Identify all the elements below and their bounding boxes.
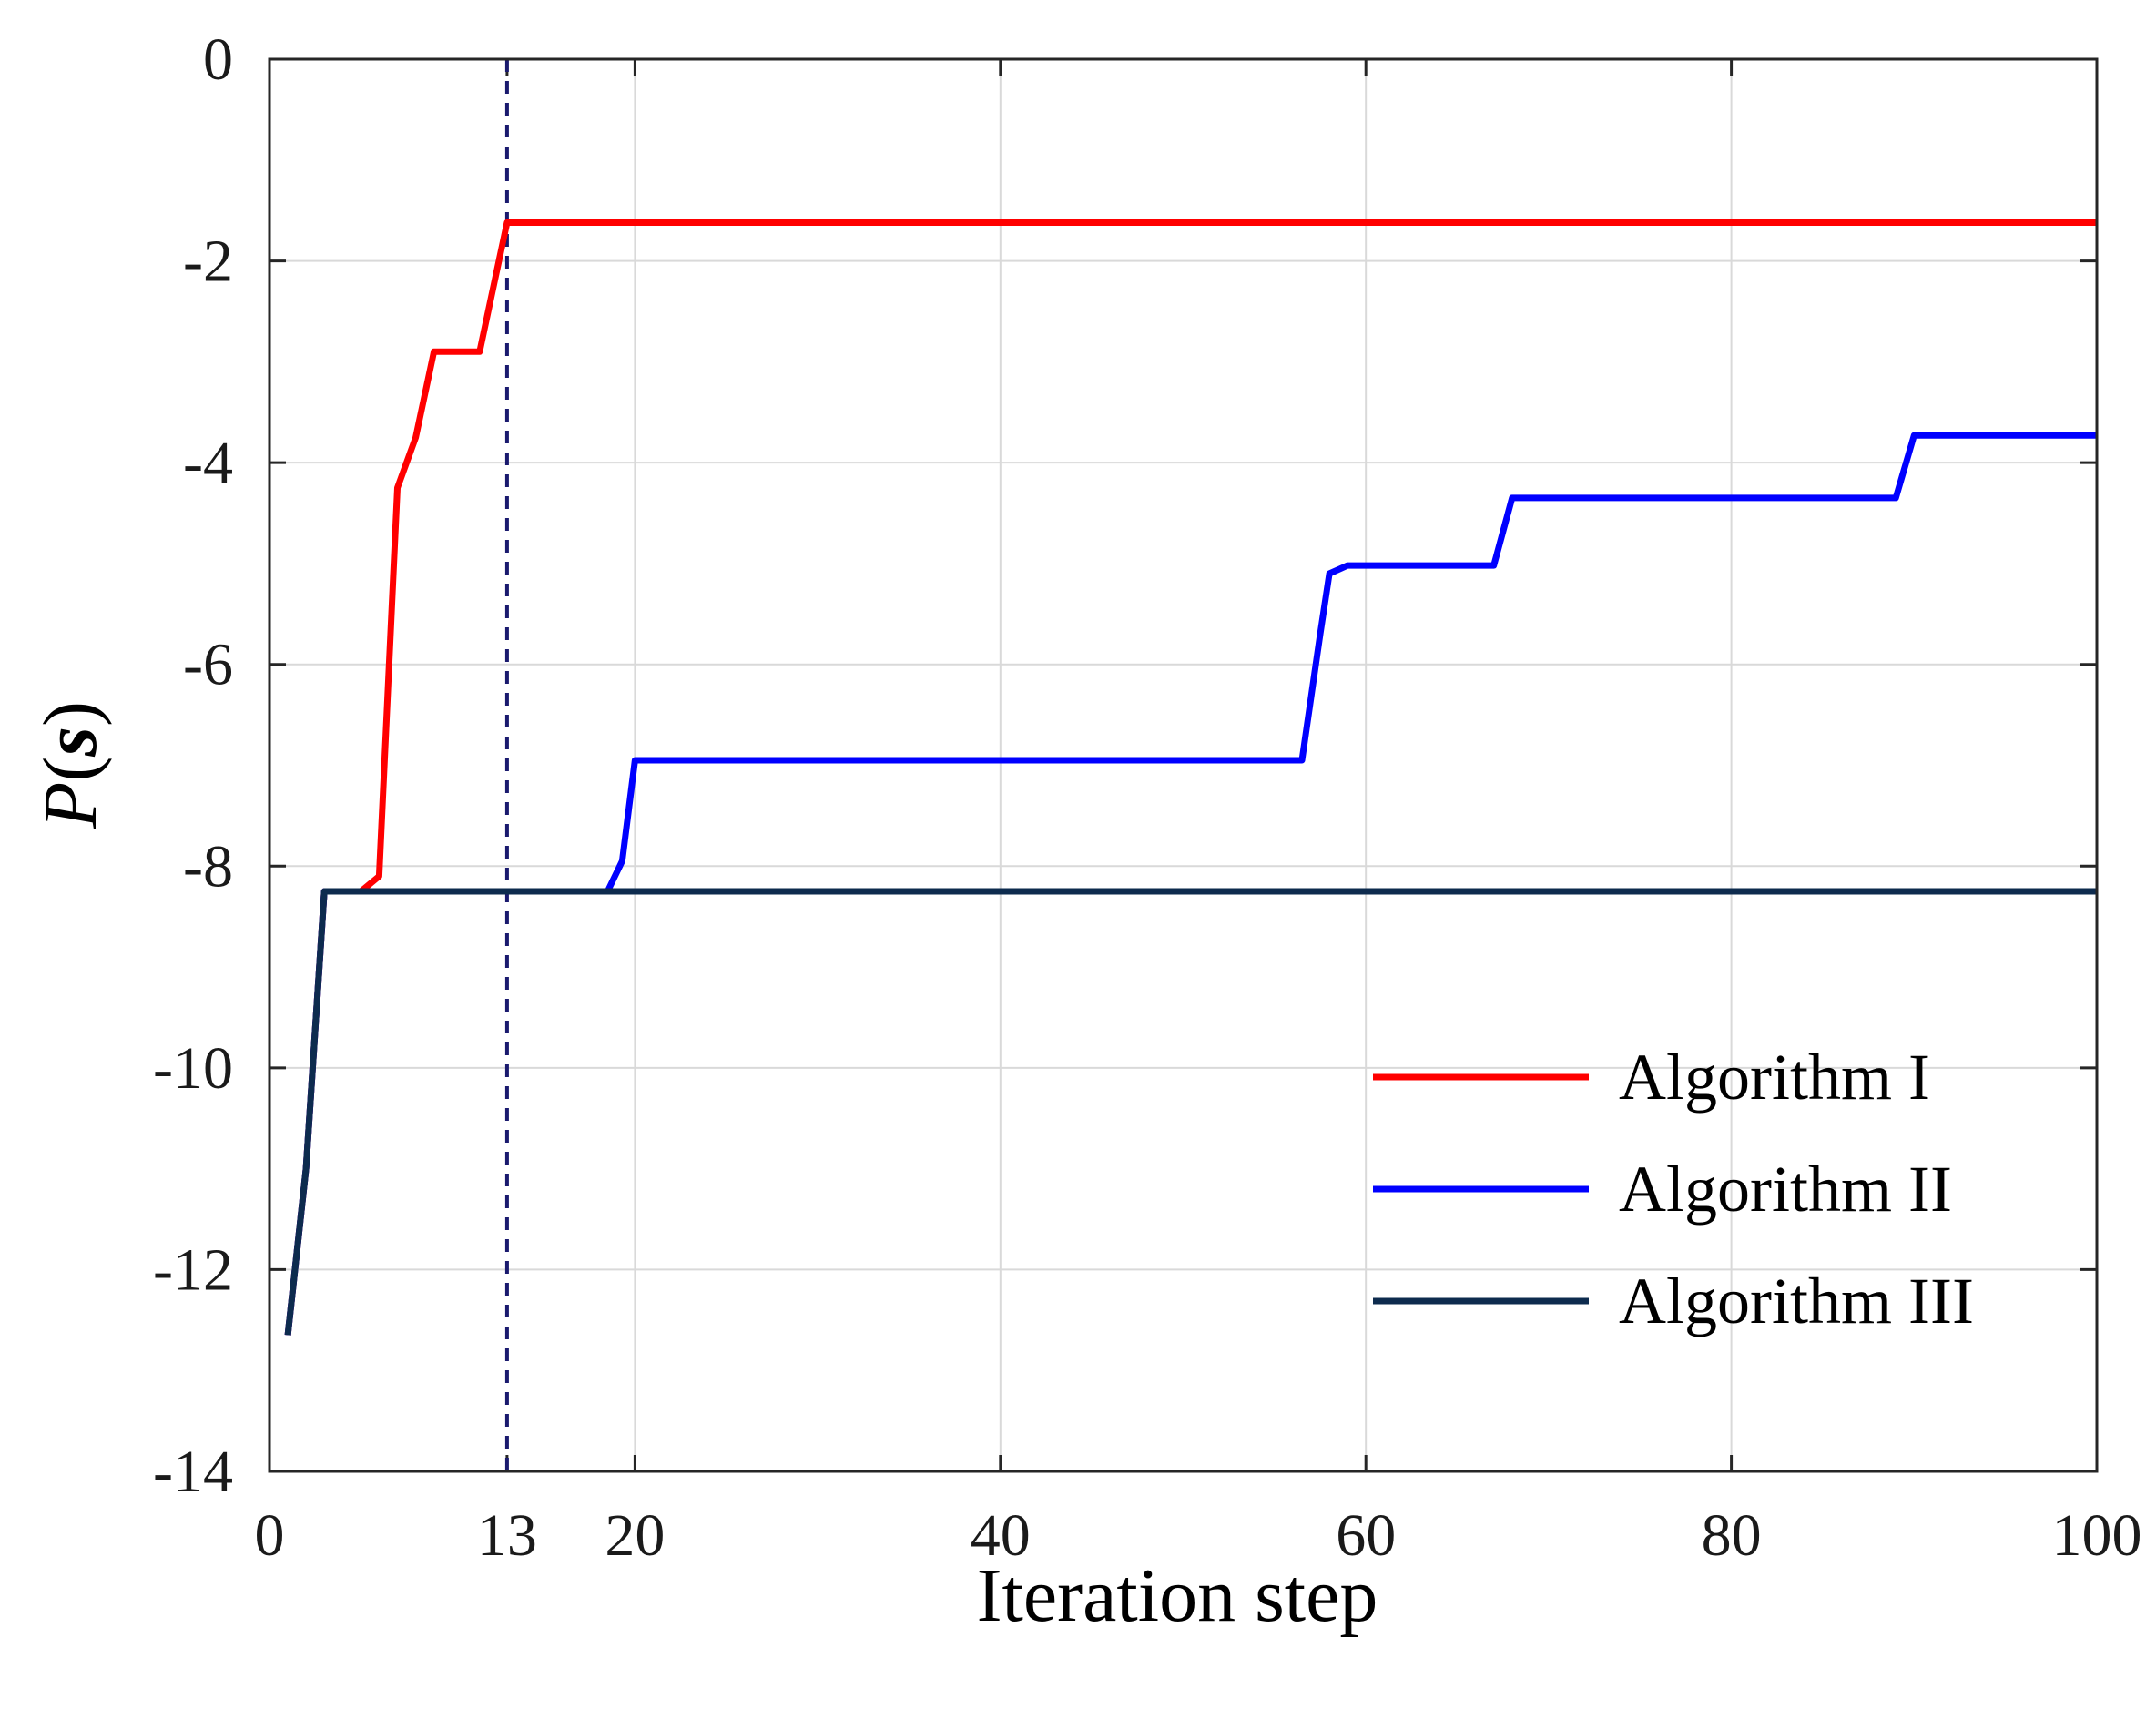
- x-tick-label: 0: [255, 1502, 285, 1569]
- x-tick-label: 80: [1702, 1502, 1762, 1569]
- x-tick-label: 20: [605, 1502, 665, 1569]
- legend: Algorithm I Algorithm II Algorithm III: [1373, 1041, 1974, 1337]
- y-axis-label-close: ): [28, 701, 113, 727]
- series-line-3: [284, 888, 2097, 1336]
- y-axis-label: P(s): [28, 701, 113, 829]
- y-tick-label: -4: [183, 430, 233, 496]
- x-tick-label: 40: [971, 1502, 1031, 1569]
- x-axis-label: Iteration step: [977, 1553, 1378, 1638]
- y-tick-label: -12: [153, 1236, 233, 1303]
- y-tick-label: -6: [183, 632, 233, 698]
- grid-lines: [268, 57, 2099, 1473]
- y-tick-label: -10: [153, 1035, 233, 1102]
- legend-label-1: Algorithm I: [1619, 1041, 1930, 1114]
- y-axis-label-main: P: [28, 782, 113, 829]
- y-axis-label-open: (: [28, 757, 113, 782]
- y-axis-label-var: s: [28, 727, 113, 758]
- y-tick-label: -14: [153, 1439, 233, 1505]
- y-tick-label: 0: [203, 26, 233, 93]
- legend-label-2: Algorithm II: [1619, 1153, 1952, 1226]
- x-tick-label: 100: [2052, 1502, 2142, 1569]
- plot-frame: [268, 57, 2099, 1473]
- y-tick-label: -8: [183, 833, 233, 900]
- x-tick-label: 60: [1336, 1502, 1396, 1569]
- x-tick-labels: 0 13 20 40 60 80 100: [255, 1502, 2142, 1569]
- x-tick-label: 13: [477, 1502, 537, 1569]
- series-lines: [284, 219, 2097, 1336]
- y-tick-labels: 0 -2 -4 -6 -8 -10 -12 -14: [153, 26, 233, 1505]
- legend-label-3: Algorithm III: [1619, 1265, 1974, 1337]
- y-tick-label: -2: [183, 229, 233, 295]
